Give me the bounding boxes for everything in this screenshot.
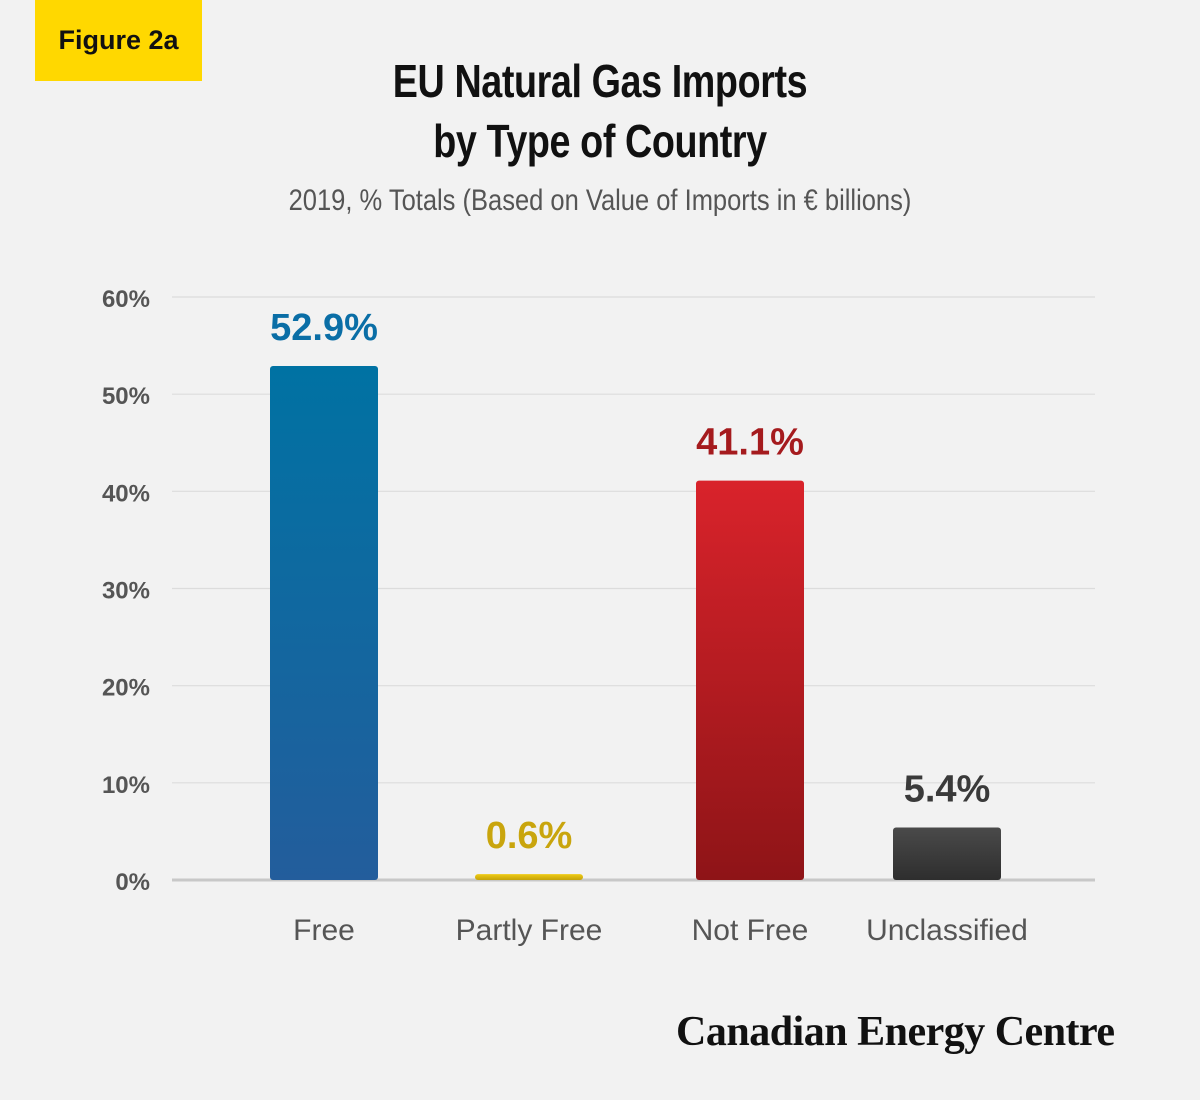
data-label: 0.6% [486,815,573,857]
y-tick-label: 40% [102,480,150,507]
y-tick-label: 0% [115,869,150,896]
x-category-label: Not Free [692,914,809,947]
chart-title-line-1: EU Natural Gas Imports [392,55,808,107]
bar-not-free [696,480,804,880]
bar-free [270,365,378,880]
bar-partly-free [475,874,583,880]
figure-badge: Figure 2a [35,0,202,81]
y-tick-label: 20% [102,675,150,702]
y-tick-label: 50% [102,383,150,410]
data-label: 41.1% [696,422,804,464]
y-tick-label: 60% [102,286,150,313]
bar-data-labels: 52.9% 0.6% 41.1% 5.4% [270,307,990,857]
x-category-label: Free [293,914,355,947]
canadian-energy-centre-logo: Canadian Energy Centre [676,1009,1115,1055]
y-axis-tick-labels: 0% 10% 20% 30% 40% 50% 60% [102,286,150,896]
data-label: 52.9% [270,307,378,349]
data-label: 5.4% [904,769,991,811]
bars [270,365,1001,880]
y-tick-label: 10% [102,772,150,799]
bar-unclassified [893,827,1001,880]
chart-title-line-2: by Type of Country [433,115,767,167]
x-axis-category-labels: Free Partly Free Not Free Unclassified [293,914,1028,947]
chart-subtitle: 2019, % Totals (Based on Value of Import… [288,184,912,217]
y-tick-label: 30% [102,578,150,605]
bar-chart: 0%10%20%30%40%50%60% 52.9%0.6%41.1%5.4% … [102,286,1095,947]
x-category-label: Unclassified [866,914,1028,947]
x-category-label: Partly Free [456,914,603,947]
